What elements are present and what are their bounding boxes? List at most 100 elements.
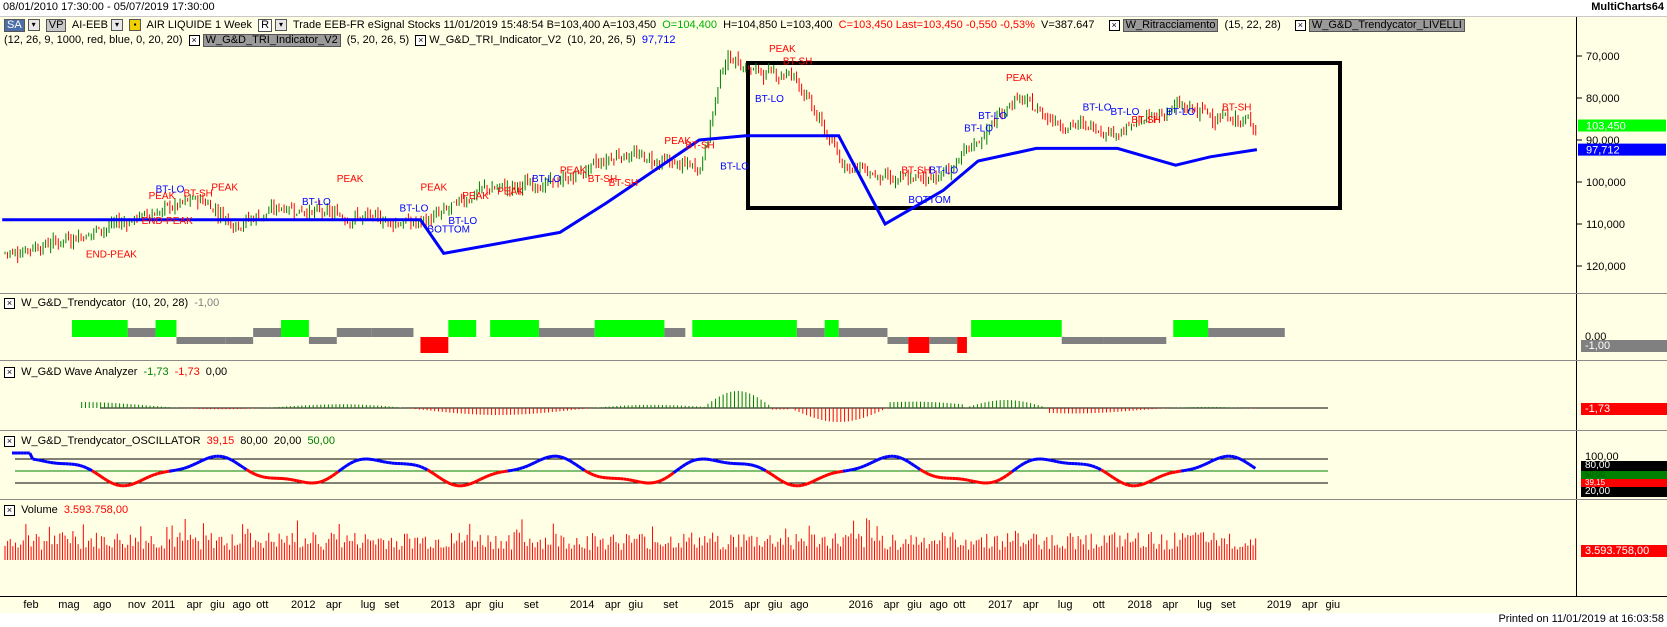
- trend-segment: [594, 320, 665, 337]
- osc-segment: [418, 464, 422, 469]
- app-name: MultiCharts64: [1591, 1, 1664, 13]
- close-indicator-icon[interactable]: ×: [4, 435, 15, 447]
- dropdown-icon[interactable]: ▾: [27, 19, 40, 32]
- osc-segment: [47, 460, 51, 464]
- annotation-peak: PEAK: [497, 187, 524, 198]
- osc-segment: [857, 465, 862, 470]
- osc-segment: [1085, 463, 1090, 467]
- time-axis-label: set: [523, 599, 539, 611]
- osc-segment: [225, 456, 230, 460]
- price-scale[interactable]: 120,000 110,000 100,000 90,000 80,000 70,000 1…: [1576, 17, 1667, 293]
- osc-segment: [192, 462, 197, 467]
- osc-segment: [1115, 477, 1120, 483]
- close-indicator-icon[interactable]: ×: [188, 34, 200, 46]
- close-indicator-icon[interactable]: ×: [4, 297, 15, 309]
- osc-segment: [655, 479, 660, 484]
- osc-segment: [830, 471, 835, 476]
- trend-segment: [308, 337, 337, 344]
- osc-segment: [1219, 455, 1224, 460]
- osc-segment: [1222, 454, 1226, 459]
- trend-segment: [127, 328, 156, 337]
- osc-segment: [1106, 472, 1111, 477]
- vp-tag[interactable]: VP: [45, 19, 67, 32]
- osc-label-low: 20,00: [1581, 487, 1667, 497]
- osc-segment: [317, 480, 321, 484]
- r-tag[interactable]: R: [258, 19, 273, 32]
- osc-segment: [925, 471, 930, 476]
- osc-segment: [516, 467, 520, 471]
- osc-segment: [88, 467, 93, 473]
- osc-segment: [1011, 468, 1016, 473]
- osc-segment: [358, 457, 363, 462]
- osc-segment: [498, 470, 502, 475]
- time-axis-label: apr: [186, 599, 203, 611]
- osc-segment: [666, 473, 672, 479]
- volume-scale: 3.593.758,00: [1576, 500, 1667, 596]
- close-indicator-icon[interactable]: ×: [4, 366, 15, 378]
- osc-segment: [76, 463, 81, 468]
- osc-segment: [222, 455, 227, 459]
- osc-segment: [767, 471, 773, 476]
- printed-footer: Printed on 11/01/2019 at 16:03:58: [1498, 613, 1664, 625]
- close-indicator-icon[interactable]: ×: [1108, 19, 1120, 31]
- osc-segment: [477, 477, 482, 482]
- time-axis-label: apr: [1301, 599, 1318, 611]
- indicator-3-name[interactable]: W_G&D_TRI_Indicator_V2: [202, 34, 341, 47]
- time-axis-label: 2017: [988, 599, 1013, 611]
- osc-segment: [349, 460, 354, 465]
- osc-segment: [691, 458, 695, 463]
- osc-segment: [141, 477, 147, 482]
- indicator-3-params: (5, 20, 26, 5): [346, 34, 410, 46]
- volume-panel[interactable]: × Volume 3.593.758,00 3.593.758,00: [0, 500, 1667, 596]
- osc-segment: [1192, 466, 1197, 471]
- osc-segment: [1150, 477, 1156, 483]
- oscillator-chart: [11, 451, 1328, 488]
- osc-segment: [106, 479, 111, 484]
- osc-segment: [1127, 483, 1132, 488]
- osc-segment: [204, 456, 209, 461]
- osc-segment: [652, 480, 657, 485]
- osc-segment: [669, 471, 675, 477]
- lock-icon[interactable]: ▪: [129, 19, 142, 32]
- indicator-4-name[interactable]: W_G&D_TRI_Indicator_V2: [429, 34, 562, 46]
- trendycator-scale: 0,00 -1,00: [1576, 294, 1667, 360]
- osc-segment: [44, 459, 48, 464]
- price-header: SA ▾ VP AI-EEB ▾ ▪ AIR LIQUIDE 1 Week R ▾ T…: [4, 18, 1468, 32]
- r-dropdown-icon[interactable]: ▾: [275, 19, 288, 32]
- osc-segment: [1216, 456, 1221, 461]
- time-axis-label: lug: [1057, 599, 1073, 611]
- close-indicator-icon[interactable]: ×: [4, 504, 15, 516]
- annotation-peak: PEAK: [337, 174, 364, 185]
- trendycator-panel[interactable]: × W_G&D_Trendycator (10, 20, 28) -1,00 0…: [0, 294, 1667, 361]
- close-indicator-icon[interactable]: ×: [415, 34, 427, 46]
- time-axis-label: giu: [628, 599, 644, 611]
- close-indicator-icon[interactable]: ×: [1294, 19, 1306, 31]
- symbol-dropdown-icon[interactable]: ▾: [110, 19, 123, 32]
- annotation-peak: PEAK: [462, 191, 489, 202]
- osc-segment: [296, 479, 301, 483]
- workspace-tag[interactable]: SA: [4, 19, 25, 32]
- time-axis-label: giu: [907, 599, 922, 611]
- time-axis-label: 2011: [151, 599, 176, 611]
- osc-segment: [1008, 470, 1013, 476]
- osc-segment: [486, 473, 491, 478]
- osc-segment: [1121, 481, 1126, 486]
- osc-segment: [450, 482, 455, 487]
- trend-segment: [1208, 328, 1285, 337]
- oscillator-panel[interactable]: × W_G&D_Trendycator_OSCILLATOR 39,15 80,…: [0, 431, 1667, 500]
- osc-segment: [1103, 470, 1108, 475]
- osc-segment: [836, 470, 841, 474]
- annotation-peak: PEAK: [149, 191, 176, 202]
- indicator-2-name[interactable]: W_G&D_Trendycator_LIVELLI: [1308, 19, 1465, 32]
- osc-segment: [694, 458, 698, 462]
- osc-segment: [293, 478, 298, 483]
- osc-segment: [1020, 462, 1025, 467]
- osc-segment: [1251, 465, 1257, 470]
- indicator-1-name[interactable]: W_Ritracciamento: [1122, 19, 1219, 32]
- wave-panel[interactable]: × W_G&D Wave Analyzer -1,73 -1,73 0,00 -…: [0, 361, 1667, 431]
- osc-segment: [1171, 470, 1176, 475]
- price-panel[interactable]: SA ▾ VP AI-EEB ▾ ▪ AIR LIQUIDE 1 Week R ▾ T…: [0, 17, 1667, 294]
- price-chart[interactable]: END-PEAKEND-PEAKPEAKBT-LOBT-SHPEAKBT-LOP…: [0, 17, 1577, 293]
- time-axis[interactable]: feb mag ago nov 2011 apr giu ago ott 2012 apr lug se…: [0, 596, 1667, 613]
- osc-segment: [1153, 476, 1159, 481]
